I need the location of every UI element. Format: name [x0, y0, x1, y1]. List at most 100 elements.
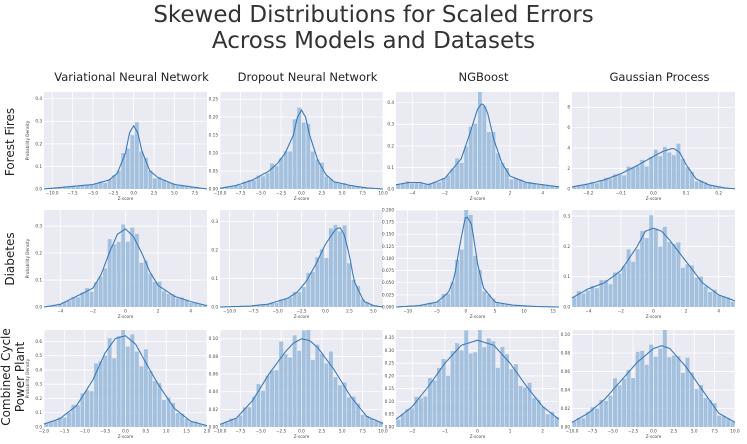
histogram-bar	[315, 159, 320, 189]
histogram-bar	[324, 363, 329, 427]
x-tick-label: 2.5	[319, 429, 326, 434]
histogram-bar	[680, 158, 685, 189]
x-tick-label: 2.5	[346, 309, 353, 314]
histogram-bar	[617, 385, 622, 427]
histogram-bar	[581, 293, 586, 307]
y-tick-label: 0.3	[387, 122, 394, 127]
histogram-bar	[509, 179, 514, 189]
y-tick-label: 0.25	[209, 97, 219, 102]
histogram-bar	[112, 358, 117, 427]
y-tick-label: 6	[567, 125, 570, 130]
x-tick-label: 5.0	[339, 429, 346, 434]
histogram-bar	[418, 182, 423, 189]
histogram-bar	[306, 272, 311, 307]
panel-diabetes-variational-neural-network: −4 −2 0 2 4 0.0 0.1 0.2 0.3 Z-score Probability De…	[25, 210, 208, 319]
histogram-bar	[338, 385, 342, 427]
histogram-bar	[48, 421, 53, 427]
x-tick-label: 4	[717, 309, 720, 314]
histogram-bar	[495, 153, 500, 189]
histogram-bar	[594, 408, 599, 427]
histogram-bar	[152, 380, 157, 427]
histogram-bar	[166, 293, 171, 307]
histogram-bar	[360, 187, 365, 189]
histogram-bar	[653, 228, 658, 307]
histogram-bar	[468, 353, 473, 427]
histogram-bar	[409, 306, 414, 307]
x-tick-label: 7.5	[359, 191, 366, 196]
y-tick-label: 0.0	[35, 186, 42, 191]
histogram-bar	[71, 297, 76, 307]
histogram-bar	[405, 409, 410, 427]
histogram-bar	[189, 186, 194, 189]
y-tick-label: 0.20	[385, 373, 395, 378]
histogram-bar	[143, 260, 148, 307]
histogram-bar	[441, 177, 446, 189]
x-tick-label: −10.0	[566, 429, 579, 434]
histogram-bar	[459, 249, 464, 307]
histogram-bar	[89, 391, 94, 427]
histogram-bar	[301, 122, 306, 189]
histogram-bar	[306, 123, 311, 189]
y-tick-label: 0.0	[211, 304, 218, 309]
histogram-bar	[504, 304, 509, 307]
histogram-bar	[71, 185, 76, 189]
histogram-bar	[441, 294, 446, 307]
histogram-bar	[66, 300, 71, 307]
x-axis-label: Z-score	[118, 434, 134, 439]
panel-forest-fires-ngboost: −4 −2 0 2 4 0.0 0.1 0.2 0.3 0.4 Z-score	[387, 92, 560, 201]
histogram-bar	[162, 399, 166, 427]
x-tick-label: 2.0	[204, 429, 211, 434]
histogram-bar	[585, 411, 590, 427]
x-tick-label: −5.0	[256, 429, 267, 434]
histogram-bar	[112, 244, 117, 307]
histogram-bar	[283, 354, 288, 427]
histogram-bar	[644, 364, 649, 427]
histogram-bar	[599, 180, 604, 189]
panel-combined-cycle-power-plant-dropout-neural-network: −10.0 −7.5 −5.0 −2.5 0.0 2.5 5.0 7.5 10.0 0.00 0.0…	[209, 330, 388, 439]
histogram-bar	[180, 185, 185, 189]
histogram-bar	[712, 185, 717, 189]
histogram-bar	[631, 378, 636, 427]
histogram-bar	[66, 412, 71, 427]
histogram-bar	[667, 242, 672, 307]
histogram-bar	[198, 423, 203, 427]
histogram-bar	[53, 305, 58, 307]
histogram-bar	[414, 396, 419, 427]
histogram-bar	[486, 338, 491, 427]
histogram-bar	[495, 367, 500, 427]
histogram-bar	[622, 378, 627, 427]
histogram-bar	[658, 156, 663, 189]
histogram-bar	[44, 422, 49, 427]
histogram-bar	[130, 227, 135, 307]
histogram-bar	[473, 123, 478, 189]
histogram-bar	[671, 355, 676, 427]
x-tick-label: −2.5	[296, 309, 307, 314]
y-tick-label: 2	[567, 166, 570, 171]
x-tick-label: 10.0	[378, 429, 388, 434]
histogram-bar	[504, 354, 509, 427]
histogram-bar	[590, 181, 595, 189]
histogram-bar	[71, 404, 76, 427]
histogram-bar	[594, 183, 599, 189]
histogram-bar	[717, 295, 722, 307]
x-tick-label: 0.0	[298, 429, 305, 434]
x-tick-label: 1	[509, 429, 512, 434]
histogram-bar	[427, 377, 432, 427]
y-tick-label: 0.0	[35, 304, 42, 309]
histogram-bar	[134, 122, 139, 189]
histogram-bar	[333, 224, 338, 307]
histogram-bar	[662, 226, 667, 307]
figure-title-line-2: Across Models and Datasets	[211, 28, 536, 54]
histogram-bar	[730, 301, 735, 307]
histogram-bar	[576, 418, 581, 427]
histogram-bar	[265, 303, 270, 307]
histogram-bar	[459, 350, 464, 427]
histogram-bar	[708, 292, 713, 307]
y-tick-label: 0.20	[209, 115, 219, 120]
histogram-bar	[324, 258, 329, 307]
histogram-bar	[57, 303, 62, 307]
x-tick-label: −2.5	[628, 429, 639, 434]
histogram-bar	[676, 242, 681, 307]
histogram-bar	[274, 370, 279, 427]
y-tick-label: 0.1	[35, 410, 42, 415]
